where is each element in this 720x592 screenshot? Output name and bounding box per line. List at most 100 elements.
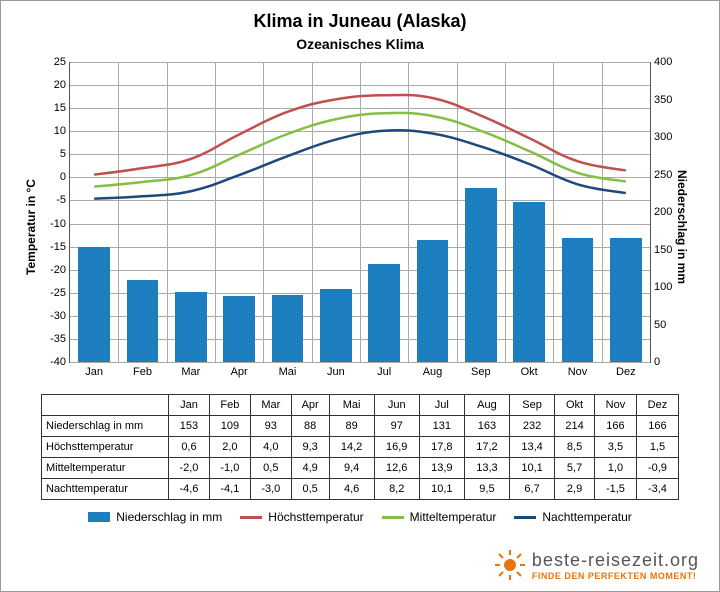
table-month-header: Apr [291,395,329,416]
table-cell: -1,0 [209,458,250,479]
table-cell: -3,4 [636,479,678,500]
table-cell: -4,1 [209,479,250,500]
table-cell: 4,0 [250,437,291,458]
table-cell: 89 [329,416,374,437]
plot-region: -40-35-30-25-20-15-10-505101520250501001… [69,62,651,363]
legend-label: Höchsttemperatur [268,510,363,524]
table-cell: 1,5 [636,437,678,458]
table-month-header: Jan [169,395,210,416]
legend-item: Höchsttemperatur [240,510,363,524]
table-cell: 4,6 [329,479,374,500]
table-cell: 14,2 [329,437,374,458]
y-tick-right: 0 [654,356,660,368]
table-month-header: Aug [464,395,509,416]
x-tick-label: Okt [521,366,538,378]
gridline [70,362,650,363]
table-cell: 9,4 [329,458,374,479]
x-tick-label: Jun [327,366,345,378]
y-tick-right: 100 [654,281,672,293]
y-tick-left: -20 [50,264,66,276]
table-row-label: Nachttemperatur [42,479,169,500]
table-month-header: Jul [419,395,464,416]
site-logo: beste-reisezeit.org FINDE DEN PERFEKTEN … [494,549,699,581]
table-cell: 8,2 [374,479,419,500]
y-tick-left: -35 [50,333,66,345]
y-tick-right: 300 [654,131,672,143]
x-tick-label: Feb [133,366,152,378]
y-tick-left: -30 [50,310,66,322]
table-cell: 88 [291,416,329,437]
y-tick-right: 150 [654,244,672,256]
table-cell: 93 [250,416,291,437]
climate-chart-container: Klima in Juneau (Alaska) Ozeanisches Kli… [0,0,720,592]
table-row-label: Niederschlag in mm [42,416,169,437]
x-tick-label: Jul [377,366,391,378]
table-cell: -2,0 [169,458,210,479]
table-cell: 1,0 [594,458,636,479]
x-tick-label: Nov [568,366,588,378]
y-tick-left: 25 [54,56,66,68]
legend-label: Niederschlag in mm [116,510,222,524]
table-cell: 166 [594,416,636,437]
sun-icon [494,549,526,581]
table-cell: 109 [209,416,250,437]
table-cell: 153 [169,416,210,437]
legend-label: Mitteltemperatur [410,510,497,524]
x-tick-label: Mar [181,366,200,378]
legend: Niederschlag in mm Höchsttemperatur Mittel… [1,510,719,524]
table-cell: 13,9 [419,458,464,479]
table-month-header: Mar [250,395,291,416]
data-table: JanFebMarAprMaiJunJulAugSepOktNovDezNied… [41,394,679,500]
y-tick-left: -10 [50,218,66,230]
table-cell: -1,5 [594,479,636,500]
y-tick-right: 350 [654,94,672,106]
table-month-header: Sep [509,395,554,416]
logo-text-main: beste-reisezeit.org [532,550,699,571]
y-tick-left: -15 [50,241,66,253]
table-cell: -3,0 [250,479,291,500]
y-tick-right: 200 [654,206,672,218]
legend-item: Nachttemperatur [514,510,631,524]
legend-swatch [88,512,110,522]
y-tick-left: -5 [56,194,66,206]
table-cell: -4,6 [169,479,210,500]
table-cell: 97 [374,416,419,437]
table-month-header: Dez [636,395,678,416]
legend-label: Nachttemperatur [542,510,631,524]
table-cell: 3,5 [594,437,636,458]
chart-area: Temperatur in °C Niederschlag in mm -40-… [41,62,679,392]
y-tick-left: 20 [54,79,66,91]
table-month-header: Feb [209,395,250,416]
table-cell: 10,1 [419,479,464,500]
legend-swatch [514,516,536,519]
y-tick-right: 50 [654,319,666,331]
table-month-header: Nov [594,395,636,416]
x-tick-label: Sep [471,366,491,378]
table-cell: 163 [464,416,509,437]
table-cell: 17,2 [464,437,509,458]
y-tick-left: -40 [50,356,66,368]
table-cell: 10,1 [509,458,554,479]
table-cell: 0,5 [291,479,329,500]
y-axis-right-label: Niederschlag in mm [675,170,689,284]
x-tick-label: Aug [423,366,443,378]
table-month-header: Mai [329,395,374,416]
y-tick-right: 250 [654,169,672,181]
y-axis-left-label: Temperatur in °C [24,179,38,275]
y-tick-left: 5 [60,148,66,160]
table-cell: -0,9 [636,458,678,479]
table-cell: 13,4 [509,437,554,458]
table-cell: 0,6 [169,437,210,458]
chart-subtitle: Ozeanisches Klima [1,36,719,52]
table-cell: 0,5 [250,458,291,479]
table-cell: 9,5 [464,479,509,500]
legend-swatch [240,516,262,519]
y-tick-left: 0 [60,171,66,183]
table-row-label: Höchsttemperatur [42,437,169,458]
table-row-label: Mitteltemperatur [42,458,169,479]
table-month-header: Okt [555,395,595,416]
table-cell: 131 [419,416,464,437]
table-cell: 9,3 [291,437,329,458]
legend-item: Mitteltemperatur [382,510,497,524]
legend-item: Niederschlag in mm [88,510,222,524]
